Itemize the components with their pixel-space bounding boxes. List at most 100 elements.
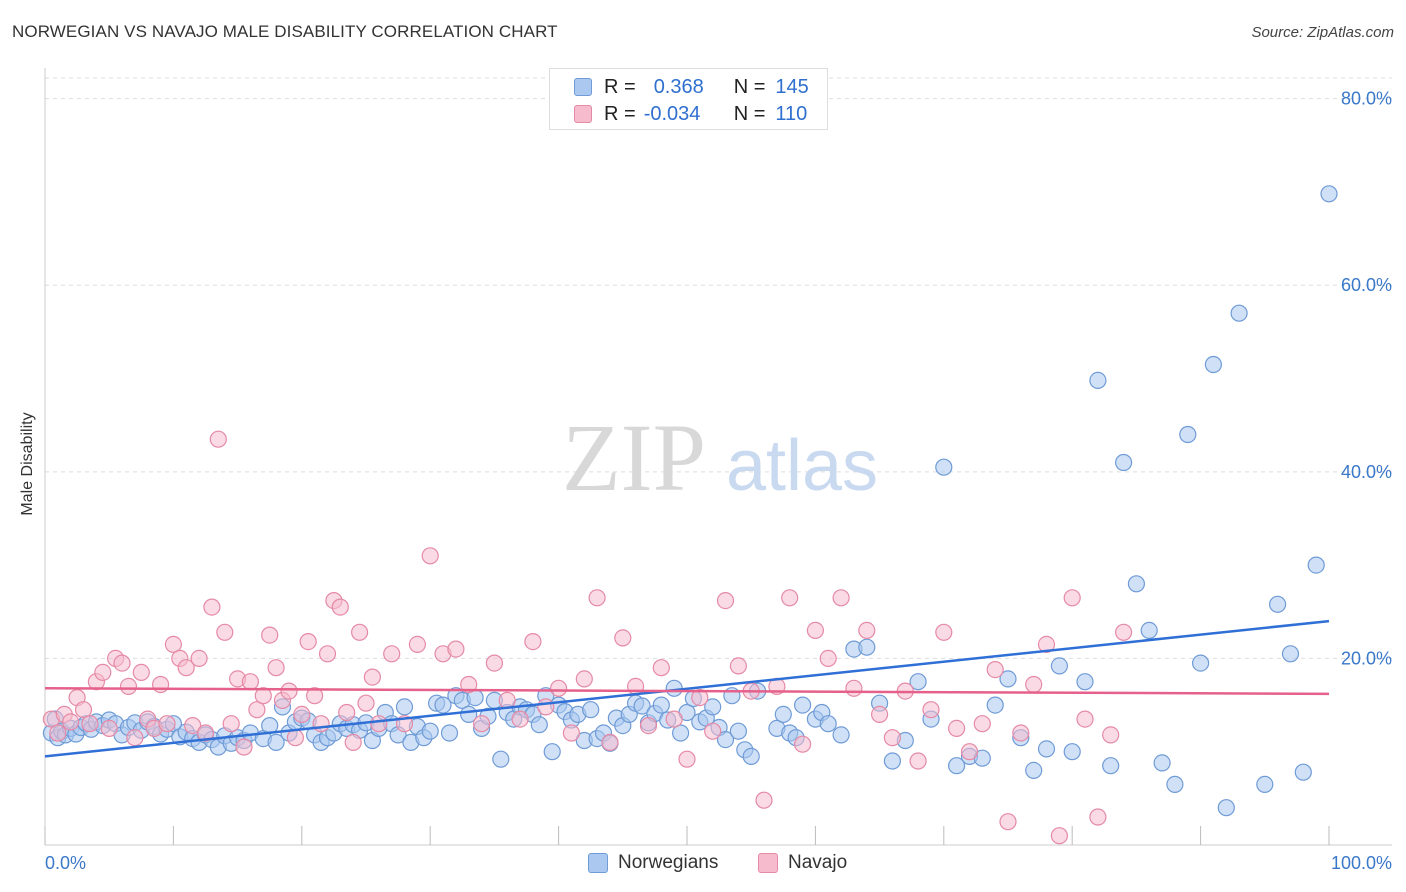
navajo-point: [280, 682, 298, 700]
norwegian-point: [492, 750, 510, 768]
navajo-point: [793, 735, 812, 753]
navajo-trend-line: [44, 687, 1330, 696]
navajo-point: [363, 668, 381, 686]
r-value: 0.368: [653, 75, 704, 98]
norwegian-point: [1127, 575, 1146, 593]
norwegian-point: [1307, 556, 1325, 574]
norwegian-point: [1050, 657, 1069, 675]
navajo-point: [999, 813, 1017, 831]
watermark-zip: ZIP: [562, 404, 706, 511]
navajo-point: [1089, 808, 1107, 826]
navajo-point: [1012, 724, 1030, 742]
navajo-point: [883, 729, 902, 747]
norwegian-point: [1102, 757, 1120, 775]
navajo-point: [152, 675, 170, 694]
navajo-point: [1114, 623, 1133, 641]
norwegian-point: [1089, 371, 1107, 389]
legend-item-norwegians[interactable]: Norwegians: [588, 852, 718, 874]
navajo-point: [909, 752, 927, 770]
norwegian-point: [999, 670, 1017, 688]
navajo-point: [562, 724, 581, 742]
tick-labels: 20.0% 40.0% 60.0% 80.0% 0.0% 100.0%: [45, 89, 1392, 873]
navajo-point: [704, 722, 722, 740]
legend-item-navajo[interactable]: Navajo: [758, 852, 847, 874]
norwegian-point: [742, 747, 760, 766]
norwegian-point: [434, 696, 452, 714]
norwegian-point: [1191, 654, 1210, 672]
grid-lines: [45, 77, 1392, 659]
navajo-point: [306, 687, 324, 705]
legend-row-norwegians: R = 0.368 N = 145: [574, 76, 809, 98]
norwegian-point: [1140, 621, 1158, 640]
norwegians-swatch: [574, 78, 592, 96]
navajo-point: [408, 635, 426, 654]
navajo-point: [299, 632, 317, 651]
navajo-point: [357, 694, 375, 712]
navajo-point: [113, 654, 131, 672]
norwegian-point: [819, 715, 837, 733]
navajo-point: [729, 657, 748, 675]
norwegian-point: [1217, 799, 1235, 817]
navajo-point: [100, 719, 118, 738]
navajo-point: [460, 675, 478, 694]
navajo-point: [960, 743, 979, 761]
norwegian-point: [543, 743, 561, 761]
norwegian-point: [1166, 775, 1184, 794]
watermark-atlas: atlas: [726, 426, 878, 506]
norwegian-point: [1037, 740, 1056, 758]
x-tick-label: 100.0%: [1331, 853, 1392, 873]
navajo-point: [511, 710, 529, 728]
navajo-points: [42, 430, 1133, 845]
norwegian-point: [1063, 743, 1081, 761]
navajo-point: [286, 729, 304, 747]
navajo-point: [235, 738, 253, 756]
norwegian-point: [1179, 425, 1197, 444]
navajo-swatch: [574, 105, 592, 123]
navajo-point: [755, 791, 773, 809]
norwegian-point: [793, 696, 812, 714]
navajo-point: [614, 629, 632, 647]
navajo-point: [973, 715, 991, 733]
navajo-point: [858, 621, 876, 640]
norwegian-point: [858, 638, 876, 656]
navajo-point: [267, 659, 285, 677]
navajo-point: [190, 649, 208, 668]
norwegian-point: [986, 696, 1004, 714]
navajo-point: [62, 713, 80, 731]
navajo-point: [209, 430, 227, 448]
norwegian-point: [1256, 775, 1274, 794]
norwegian-point: [1076, 673, 1094, 691]
norwegian-point: [909, 673, 927, 691]
norwegian-point: [947, 757, 966, 775]
navajo-point: [119, 677, 138, 696]
navajo-point: [351, 623, 369, 641]
navajo-point: [241, 673, 259, 691]
y-tick-label: 80.0%: [1341, 89, 1392, 109]
norwegian-point: [1281, 645, 1300, 663]
navajo-point: [473, 715, 491, 733]
trend-lines: [44, 619, 1330, 758]
legend-row-navajo: R = -0.034 N = 110: [574, 103, 807, 125]
navajo-point: [781, 589, 799, 607]
navajo-point: [986, 660, 1004, 679]
navajo-point: [1025, 675, 1043, 694]
navajo-point: [601, 733, 619, 752]
norwegian-point: [267, 733, 285, 752]
norwegian-point: [704, 698, 722, 716]
norwegian-point: [1114, 453, 1133, 472]
y-tick-label: 60.0%: [1341, 275, 1392, 295]
navajo-point: [94, 663, 112, 682]
navajo-point: [74, 701, 93, 719]
navajo-point: [383, 645, 401, 663]
navajo-point: [248, 701, 266, 719]
navajo-point: [870, 705, 889, 724]
legend-label-navajo: Navajo: [788, 852, 848, 873]
navajo-point: [665, 710, 683, 728]
navajo-point: [524, 632, 542, 651]
chart-title: NORWEGIAN VS NAVAJO MALE DISABILITY CORR…: [12, 22, 558, 41]
navajo-point: [819, 649, 837, 668]
navajo-point: [947, 719, 966, 738]
navajo-swatch: [758, 853, 778, 873]
navajo-point: [575, 670, 593, 688]
navajo-point: [845, 679, 863, 697]
